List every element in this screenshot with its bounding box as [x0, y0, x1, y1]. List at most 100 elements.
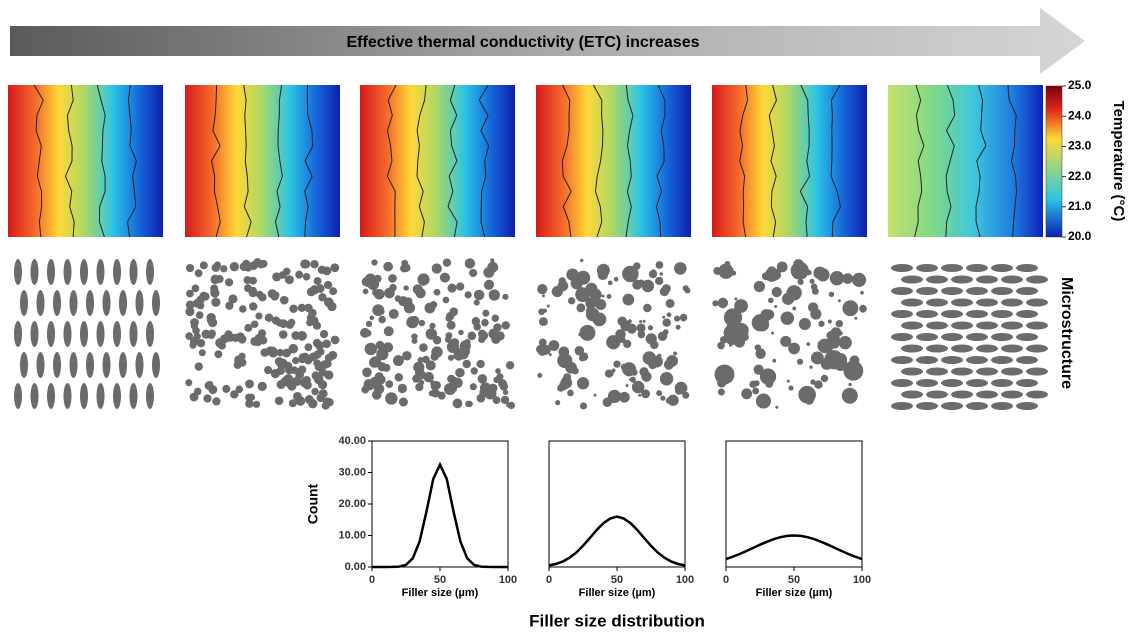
filler	[113, 259, 121, 285]
y-tick-label: 30.00	[338, 466, 366, 478]
contour-line	[416, 84, 427, 238]
filler	[976, 390, 998, 399]
contour-line	[739, 84, 749, 238]
filler	[372, 304, 385, 317]
heatmap	[888, 85, 1043, 237]
filler	[753, 280, 766, 293]
filler	[322, 266, 332, 276]
filler	[976, 321, 998, 330]
filler	[941, 356, 963, 364]
filler	[287, 318, 296, 327]
filler	[304, 343, 313, 352]
distribution-line	[725, 534, 863, 561]
filler	[788, 342, 800, 355]
filler	[714, 364, 735, 385]
filler	[859, 304, 867, 313]
filler	[991, 310, 1013, 318]
filler	[248, 302, 258, 311]
filler	[446, 320, 456, 330]
caption: Filler size distribution	[529, 611, 705, 630]
filler	[302, 273, 311, 281]
filler	[482, 309, 490, 317]
filler	[593, 393, 597, 397]
filler	[1016, 287, 1038, 295]
filler	[274, 396, 284, 406]
filler	[951, 367, 973, 376]
filler	[383, 261, 393, 272]
filler	[675, 387, 683, 395]
filler	[96, 383, 105, 409]
x-axis-label: Filler size (µm)	[402, 587, 479, 599]
filler	[613, 276, 619, 282]
filler	[1026, 321, 1048, 330]
filler	[302, 380, 312, 390]
filler	[254, 333, 263, 342]
filler	[450, 338, 460, 347]
filler	[53, 352, 61, 378]
filler	[991, 287, 1013, 295]
filler	[650, 269, 657, 275]
filler	[492, 396, 501, 405]
filler	[1026, 344, 1048, 353]
filler	[282, 348, 292, 358]
filler	[546, 304, 550, 308]
contour-line	[478, 84, 490, 238]
filler	[398, 397, 408, 407]
filler	[230, 390, 239, 399]
filler	[579, 402, 588, 410]
y-tick-label: 40.00	[338, 435, 366, 447]
filler	[579, 324, 596, 341]
filler	[185, 300, 195, 310]
filler	[860, 290, 864, 295]
filler	[639, 320, 643, 324]
filler	[250, 320, 259, 328]
filler	[196, 301, 205, 310]
colorbar-tick-label: 21.0	[1068, 199, 1092, 213]
colorbar-tick-label: 25.0	[1068, 78, 1092, 92]
filler	[848, 382, 852, 387]
filler	[966, 379, 988, 387]
filler	[808, 302, 819, 313]
x-tick-label: 0	[369, 574, 375, 586]
filler	[30, 321, 39, 347]
filler	[306, 287, 316, 297]
filler	[255, 312, 263, 320]
filler	[620, 363, 628, 371]
filler	[804, 395, 814, 405]
filler	[313, 277, 322, 285]
filler	[298, 353, 307, 362]
filler	[222, 384, 231, 393]
filler	[129, 259, 138, 285]
contour-line	[561, 84, 572, 238]
y-tick-label: 20.00	[338, 498, 366, 510]
filler	[464, 338, 471, 346]
filler	[666, 355, 678, 367]
filler	[235, 385, 244, 394]
filler	[827, 319, 832, 324]
filler	[198, 349, 206, 357]
filler	[662, 284, 671, 293]
filler	[265, 346, 276, 356]
filler	[632, 279, 643, 290]
filler	[135, 352, 144, 378]
filler	[196, 339, 206, 348]
filler	[916, 356, 938, 364]
filler	[295, 270, 304, 279]
filler	[20, 352, 28, 378]
filler	[362, 288, 369, 295]
filler	[797, 278, 804, 286]
filler	[319, 329, 329, 339]
filler	[63, 321, 72, 347]
filler	[488, 289, 500, 301]
filler	[926, 275, 948, 284]
filler	[442, 258, 452, 267]
filler	[252, 400, 261, 408]
filler	[829, 271, 845, 286]
filler	[417, 357, 424, 363]
filler	[631, 380, 645, 394]
filler	[282, 267, 291, 276]
filler	[311, 387, 319, 396]
filler	[629, 376, 636, 383]
filler	[191, 284, 200, 293]
filler	[916, 287, 938, 295]
